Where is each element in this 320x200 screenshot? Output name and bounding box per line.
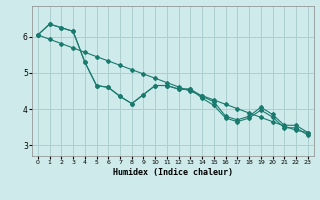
X-axis label: Humidex (Indice chaleur): Humidex (Indice chaleur) xyxy=(113,168,233,177)
